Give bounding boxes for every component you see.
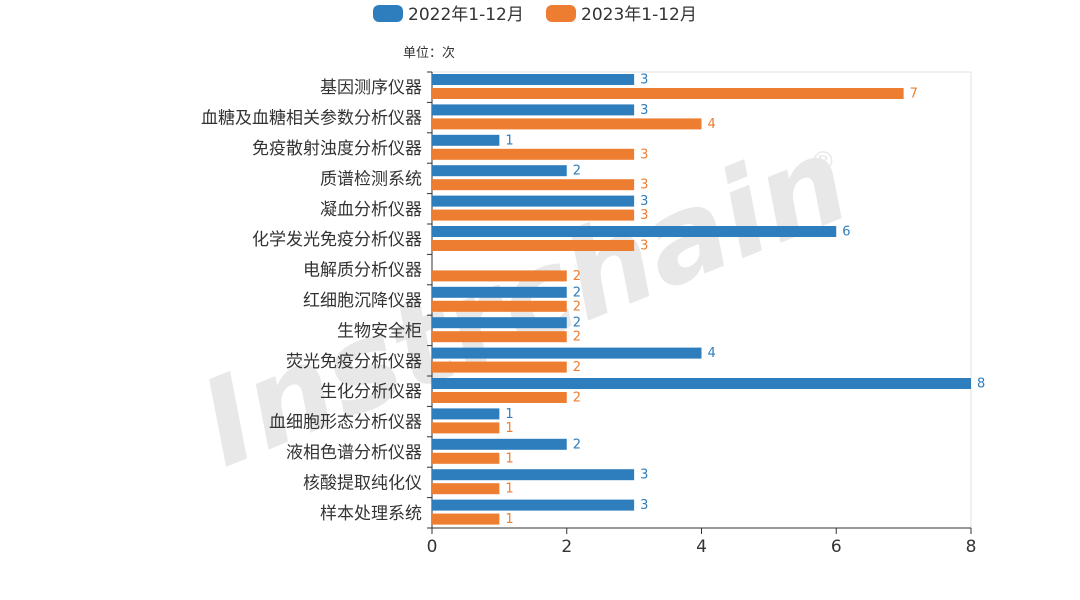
data-label: 1: [505, 133, 513, 148]
bar-1[interactable]: [432, 226, 837, 237]
bar-1[interactable]: [432, 469, 635, 481]
bar-2[interactable]: [432, 209, 635, 221]
category-label: 荧光免疫分析仪器: [286, 352, 422, 372]
data-label: 2: [573, 164, 581, 179]
category-label: 液相色谱分析仪器: [286, 443, 422, 463]
bar-1[interactable]: [432, 74, 635, 85]
category-label: 血糖及血糖相关参数分析仪器: [201, 109, 422, 129]
watermark-registered-mark: ®: [810, 147, 836, 177]
x-tick-label: 6: [831, 537, 842, 557]
category-labels: 基因测序仪器血糖及血糖相关参数分析仪器免疫散射浊度分析仪器质谱检测系统凝血分析仪…: [201, 71, 432, 529]
bar-2[interactable]: [432, 361, 567, 373]
data-label: 3: [640, 194, 648, 209]
data-label: 3: [640, 178, 648, 193]
bar-1[interactable]: [432, 408, 500, 420]
bar-1[interactable]: [432, 165, 567, 177]
x-tick-label: 0: [427, 537, 438, 557]
data-label: 3: [640, 468, 648, 483]
bar-2[interactable]: [432, 483, 500, 495]
data-label: 3: [640, 239, 648, 254]
legend[interactable]: 2022年1-12月 2023年1-12月: [373, 5, 697, 25]
category-label: 免疫散射浊度分析仪器: [252, 139, 422, 159]
x-tick-label: 2: [561, 537, 572, 557]
bar-2[interactable]: [432, 331, 567, 343]
legend-swatch: [373, 5, 403, 22]
bar-1[interactable]: [432, 104, 635, 116]
category-label: 生化分析仪器: [320, 382, 422, 402]
data-label: 1: [505, 512, 513, 527]
category-label: 核酸提取纯化仪: [303, 473, 422, 493]
data-label: 3: [640, 498, 648, 513]
data-label: 4: [708, 346, 716, 361]
bar-2[interactable]: [432, 118, 702, 130]
data-label: 3: [640, 73, 648, 88]
data-label: 2: [573, 391, 581, 406]
bar-2[interactable]: [432, 392, 567, 403]
bar-2[interactable]: [432, 240, 635, 251]
bar-1[interactable]: [432, 134, 500, 146]
category-label: 样本处理系统: [320, 504, 422, 524]
data-label: 3: [640, 147, 648, 162]
data-label: 1: [505, 451, 513, 466]
bar-2[interactable]: [432, 179, 635, 191]
category-label: 凝血分析仪器: [320, 200, 422, 220]
bar-1[interactable]: [432, 347, 702, 359]
data-label: 2: [573, 269, 581, 284]
legend-label: 2023年1-12月: [581, 5, 697, 25]
category-label: 电解质分析仪器: [303, 261, 422, 281]
bar-2[interactable]: [432, 88, 904, 99]
legend-item-2[interactable]: 2023年1-12月: [546, 5, 697, 25]
legend-swatch: [546, 5, 576, 22]
bar-2[interactable]: [432, 148, 635, 160]
bar-1[interactable]: [432, 195, 635, 207]
bar-2[interactable]: [432, 513, 500, 525]
x-tick-label: 8: [966, 537, 977, 557]
category-label: 红细胞沉降仪器: [303, 291, 422, 311]
bar-2[interactable]: [432, 300, 567, 312]
bar-2[interactable]: [432, 270, 567, 282]
data-label: 7: [910, 87, 918, 102]
bar-1[interactable]: [432, 378, 971, 389]
legend-label: 2022年1-12月: [408, 5, 524, 25]
data-label: 6: [842, 225, 850, 240]
category-label: 血细胞形态分析仪器: [269, 413, 422, 433]
data-label: 4: [708, 117, 716, 132]
bar-1[interactable]: [432, 286, 567, 298]
data-label: 1: [505, 407, 513, 422]
data-label: 2: [573, 437, 581, 452]
x-axis: 0 2 4 6 8: [427, 528, 977, 557]
unit-label: 单位：次: [403, 45, 455, 61]
data-label: 2: [573, 299, 581, 314]
data-label: 2: [573, 316, 581, 331]
data-label: 1: [505, 482, 513, 497]
category-label: 基因测序仪器: [320, 78, 422, 98]
bar-2[interactable]: [432, 422, 500, 434]
data-label: 2: [573, 360, 581, 375]
data-label: 8: [977, 377, 985, 392]
data-label: 3: [640, 103, 648, 118]
bar-1[interactable]: [432, 317, 567, 329]
data-label: 3: [640, 208, 648, 223]
data-label: 1: [505, 421, 513, 436]
category-label: 生物安全柜: [337, 321, 422, 341]
x-tick-label: 4: [696, 537, 707, 557]
category-label: 化学发光免疫分析仪器: [252, 230, 422, 250]
category-label: 质谱检测系统: [320, 169, 422, 189]
bar-1[interactable]: [432, 438, 567, 450]
legend-item-1[interactable]: 2022年1-12月: [373, 5, 524, 25]
data-label: 2: [573, 285, 581, 300]
bar-2[interactable]: [432, 452, 500, 464]
bar-1[interactable]: [432, 499, 635, 511]
data-label: 2: [573, 330, 581, 345]
